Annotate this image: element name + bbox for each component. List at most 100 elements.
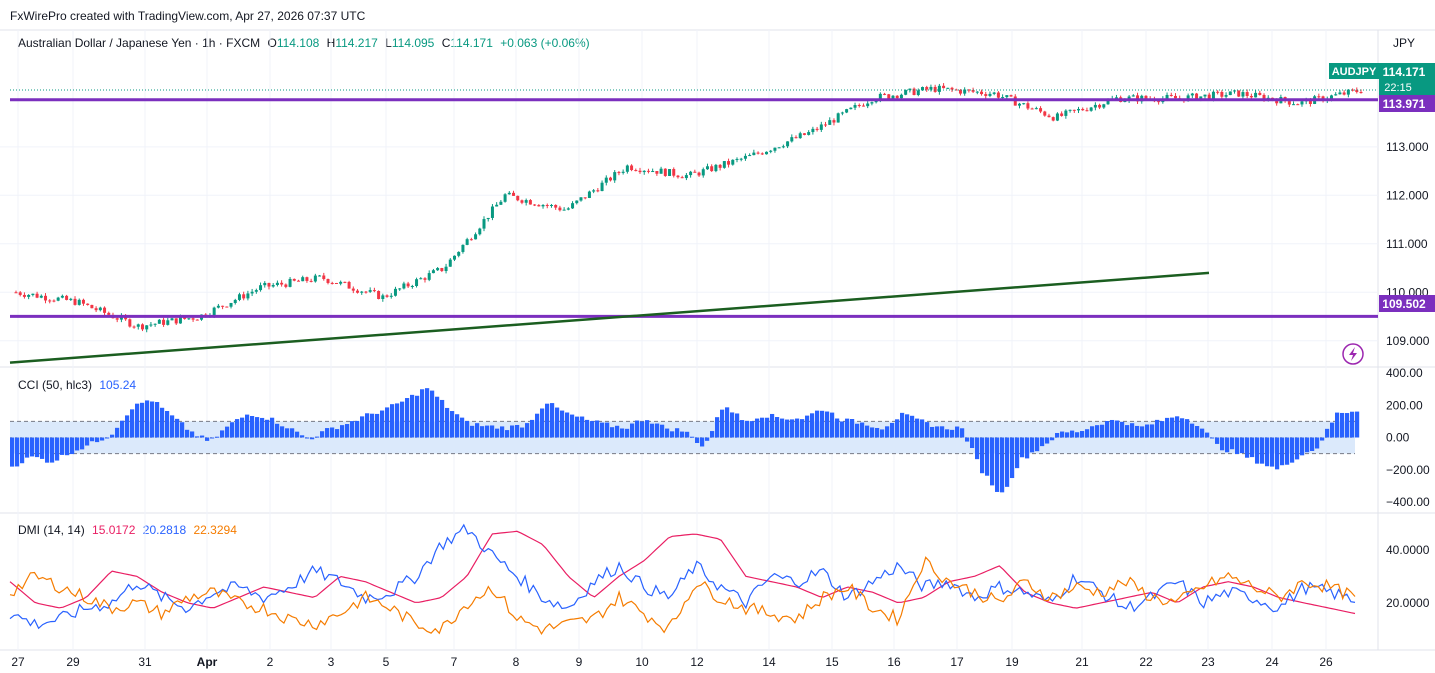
candle-body <box>625 165 629 172</box>
candle-body <box>693 171 697 173</box>
candle-body <box>115 318 119 320</box>
cci-tick-label: 0.00 <box>1386 431 1410 445</box>
candle-body <box>731 159 735 165</box>
time-tick-label: 19 <box>1005 655 1019 669</box>
candle-body <box>954 89 958 91</box>
cci-bar <box>830 412 835 438</box>
cci-bar <box>1165 417 1170 438</box>
candle-body <box>322 275 326 280</box>
cci-bar <box>945 429 950 438</box>
candle-body <box>1216 91 1220 93</box>
candle-body <box>701 169 705 176</box>
cci-bar <box>230 422 235 438</box>
candle-body <box>381 295 385 299</box>
candle-body <box>916 90 920 95</box>
candle-body <box>921 87 925 91</box>
candle-body <box>69 298 73 300</box>
candle-body <box>1102 104 1106 108</box>
cci-bar <box>765 417 770 438</box>
time-tick-label: 22 <box>1139 655 1153 669</box>
cci-bar <box>570 414 575 438</box>
cci-bar <box>670 431 675 438</box>
candle-body <box>1106 99 1110 105</box>
cci-bar <box>880 429 885 438</box>
cci-bar <box>980 437 985 474</box>
cci-bar <box>1350 411 1355 438</box>
candle-body <box>385 295 389 297</box>
open-label: O <box>267 36 277 50</box>
cci-bar <box>560 410 565 438</box>
candle-body <box>1114 97 1118 99</box>
cci-legend[interactable]: CCI (50, hlc3) 105.24 <box>18 378 136 392</box>
cci-bar <box>740 420 745 438</box>
cci-bar <box>200 435 205 438</box>
candle-body <box>1144 95 1148 99</box>
candle-body <box>533 204 537 206</box>
candle-body <box>1207 94 1211 100</box>
candle-body <box>512 192 516 196</box>
cci-bar <box>190 431 195 438</box>
time-tick-label: 8 <box>513 655 520 669</box>
candle-body <box>554 205 558 208</box>
candle-body <box>1190 93 1194 96</box>
candle-body <box>431 270 435 274</box>
candle-body <box>1077 108 1081 111</box>
cci-bar <box>645 420 650 438</box>
cci-bar <box>175 418 180 438</box>
cci-bar <box>745 420 750 438</box>
dmi-value-1: 15.0172 <box>92 523 136 537</box>
candle-body <box>73 298 77 305</box>
candle-body <box>840 112 844 114</box>
candle-body <box>1287 101 1291 105</box>
cci-bar <box>215 436 220 438</box>
cci-bar <box>525 423 530 438</box>
cci-bar <box>155 402 160 438</box>
candle-body <box>587 191 591 198</box>
candle-body <box>275 282 279 285</box>
cci-bar <box>220 430 225 438</box>
cci-bar <box>105 437 110 439</box>
cci-bar <box>1065 432 1070 438</box>
dmi-legend[interactable]: DMI (14, 14) 15.0172 20.2818 22.3294 <box>18 523 237 537</box>
cci-bar <box>80 437 85 450</box>
candle-body <box>157 319 161 324</box>
cci-bar <box>1115 420 1120 438</box>
candle-body <box>56 297 60 301</box>
cci-bar <box>10 437 15 467</box>
cci-bar <box>1045 437 1050 444</box>
lightning-icon[interactable] <box>1342 343 1364 365</box>
cci-bar <box>255 417 260 438</box>
cci-bar <box>720 409 725 438</box>
cci-bar <box>555 407 560 438</box>
candle-body <box>1245 92 1249 96</box>
cci-bar <box>1335 412 1340 438</box>
candle-body <box>1317 96 1321 98</box>
candle-body <box>191 318 195 320</box>
candle-body <box>613 172 617 181</box>
candle-body <box>853 105 857 108</box>
candle-body <box>992 92 996 94</box>
last-price-badge: 114.171 22:15 <box>1379 63 1435 95</box>
candle-body <box>39 295 43 298</box>
candle-body <box>680 177 684 179</box>
cci-bar <box>85 437 90 446</box>
open-value: 114.108 <box>276 36 320 50</box>
cci-bar <box>1190 423 1195 438</box>
candle-body <box>1039 108 1043 112</box>
currency-label[interactable]: JPY <box>1392 36 1415 50</box>
cci-bar <box>1220 437 1225 451</box>
candle-body <box>474 234 478 240</box>
cci-bar <box>15 437 20 467</box>
candle-body <box>166 320 170 325</box>
candle-body <box>503 194 507 202</box>
candle-body <box>98 307 102 311</box>
cci-bar <box>535 413 540 438</box>
candle-body <box>710 166 714 172</box>
candle-body <box>242 294 246 299</box>
cci-bar <box>1215 437 1220 444</box>
candle-body <box>225 306 229 308</box>
cci-bar <box>970 437 975 448</box>
cci-bar <box>40 437 45 459</box>
candle-body <box>486 217 490 220</box>
